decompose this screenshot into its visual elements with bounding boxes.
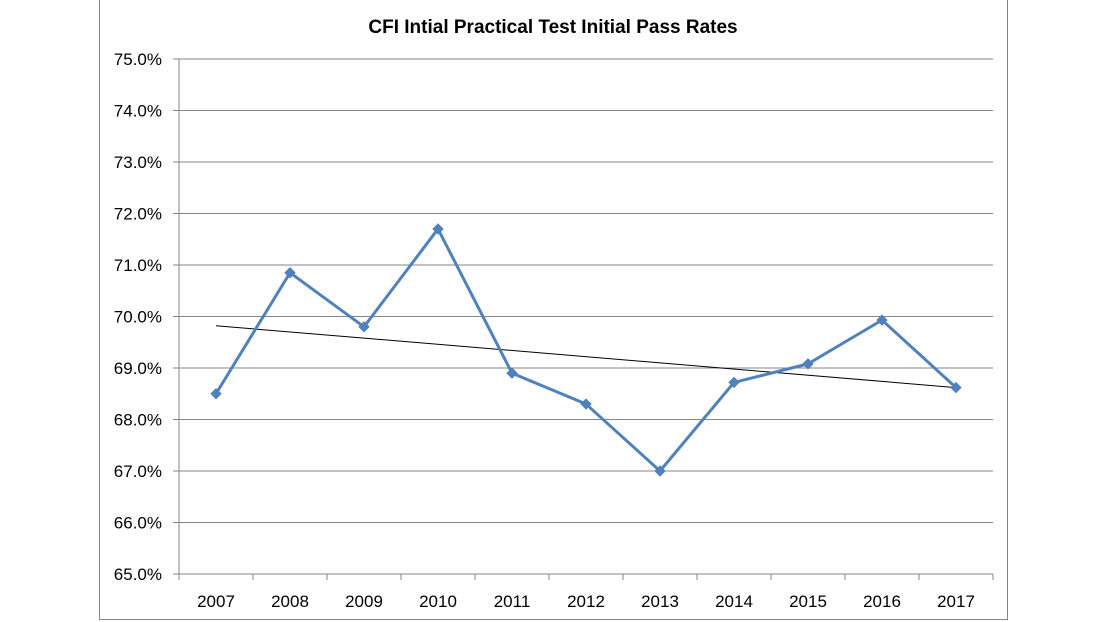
axes xyxy=(173,58,994,580)
y-tick-label: 66.0% xyxy=(114,514,162,533)
data-point-marker xyxy=(876,314,888,326)
x-tick-label: 2012 xyxy=(567,592,605,611)
data-point-marker xyxy=(506,367,518,379)
chart-title: CFI Intial Practical Test Initial Pass R… xyxy=(368,17,737,38)
y-tick-label: 71.0% xyxy=(114,256,162,275)
data-point-marker xyxy=(358,321,370,333)
trendline xyxy=(215,325,957,389)
data-point-marker xyxy=(580,398,592,410)
y-tick-label: 65.0% xyxy=(114,565,162,584)
y-tick-label: 75.0% xyxy=(114,50,162,69)
chart-area xyxy=(99,0,1008,620)
data-point-marker xyxy=(432,223,444,235)
x-tick-label: 2011 xyxy=(494,592,531,611)
data-point-marker xyxy=(210,388,222,400)
y-tick-label: 74.0% xyxy=(114,102,162,121)
data-point-marker xyxy=(654,465,666,477)
x-axis-tick-labels: 2007 2008 2009 2010 2011 2012 2013 2014 2015 2016… xyxy=(197,592,975,611)
series-layer xyxy=(210,223,962,477)
gridlines xyxy=(179,58,993,523)
y-tick-label: 68.0% xyxy=(114,411,162,430)
data-point-marker xyxy=(728,376,740,389)
x-tick-label: 2009 xyxy=(345,592,383,611)
y-tick-label: 73.0% xyxy=(114,153,162,172)
y-axis-tick-labels: 65.0% 66.0% 67.0% 68.0% 69.0% 70.0% 71.0% 72.0%… xyxy=(114,50,162,584)
y-tick-label: 72.0% xyxy=(114,205,162,224)
x-tick-label: 2015 xyxy=(789,592,827,611)
y-tick-label: 67.0% xyxy=(114,462,162,481)
data-point-marker xyxy=(802,358,814,370)
x-tick-label: 2007 xyxy=(197,592,235,611)
x-tick-label: 2013 xyxy=(641,592,679,611)
x-tick-label: 2010 xyxy=(419,592,457,611)
y-tick-label: 69.0% xyxy=(114,359,162,378)
data-point-marker xyxy=(950,381,962,394)
x-tick-label: 2017 xyxy=(937,592,975,611)
data-point-marker xyxy=(284,267,296,279)
trendline-layer xyxy=(215,325,957,389)
x-tick-label: 2016 xyxy=(863,592,901,611)
x-tick-label: 2014 xyxy=(715,592,753,611)
y-tick-label: 70.0% xyxy=(114,308,162,327)
x-tick-label: 2008 xyxy=(271,592,309,611)
